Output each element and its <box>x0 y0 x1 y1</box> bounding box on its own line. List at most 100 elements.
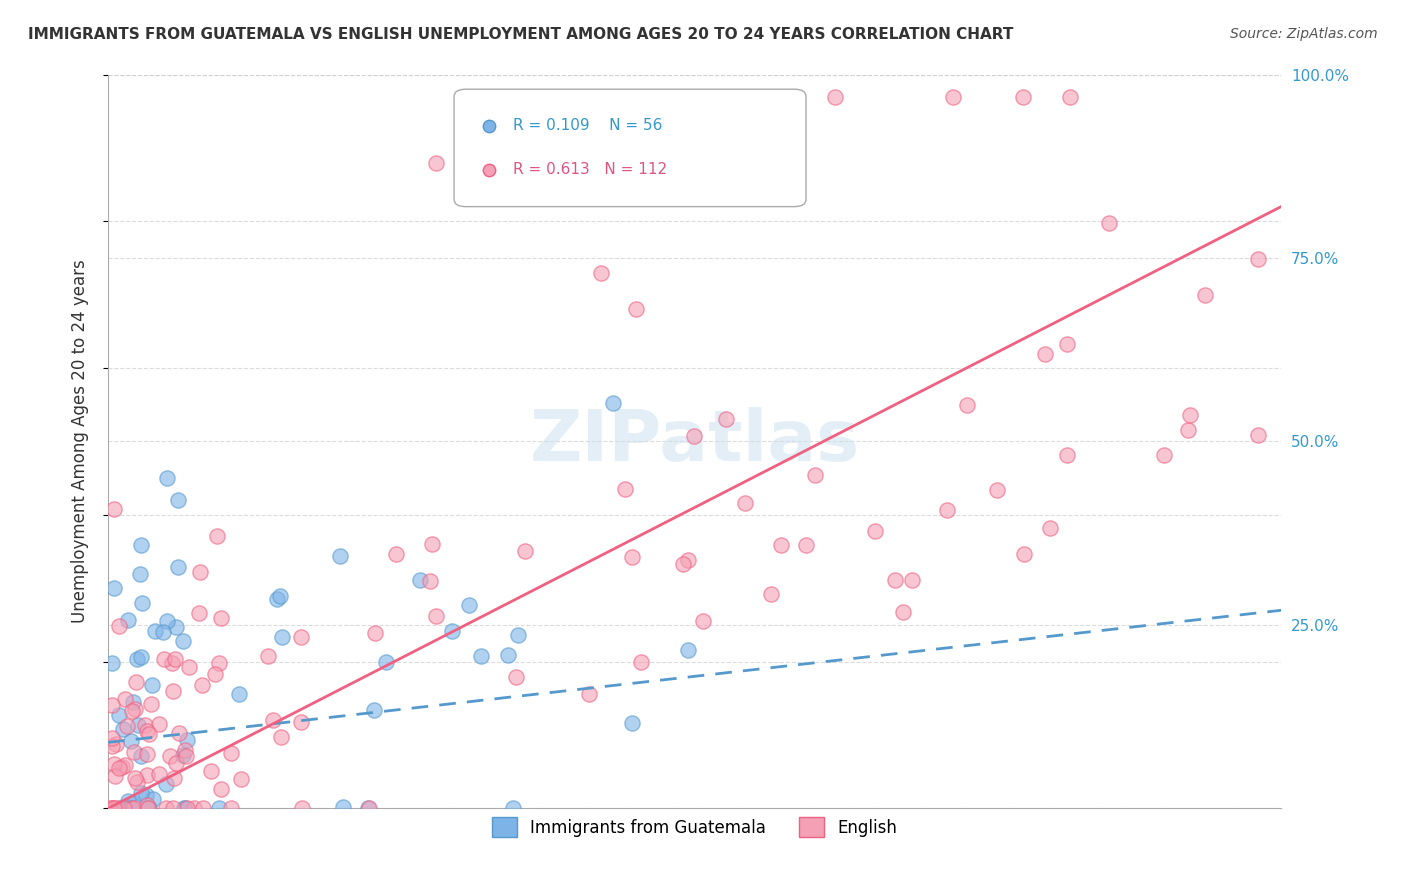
Point <box>167 560 190 574</box>
Point <box>129 786 152 800</box>
Point <box>676 643 699 657</box>
Point <box>676 553 699 567</box>
Point <box>271 630 294 644</box>
Point <box>101 801 124 815</box>
Point <box>620 716 643 731</box>
Point <box>103 801 125 815</box>
Point <box>136 798 159 813</box>
Point <box>160 656 183 670</box>
Point <box>290 714 312 729</box>
Point <box>139 697 162 711</box>
Point <box>385 547 408 561</box>
Point <box>112 801 135 815</box>
Point <box>1059 89 1081 103</box>
Point <box>1039 521 1062 535</box>
Point <box>176 732 198 747</box>
Point <box>614 482 637 496</box>
Point <box>505 670 527 684</box>
Point <box>98 801 121 815</box>
Point <box>1194 288 1216 302</box>
Point <box>117 719 139 733</box>
Point <box>136 768 159 782</box>
Point <box>105 737 128 751</box>
Point <box>131 650 153 665</box>
Point <box>117 613 139 627</box>
Point <box>1012 547 1035 561</box>
FancyBboxPatch shape <box>454 89 806 207</box>
Point <box>470 648 492 663</box>
Point <box>1056 337 1078 351</box>
Point <box>761 587 783 601</box>
Point <box>136 801 159 815</box>
Point <box>506 628 529 642</box>
Point <box>620 549 643 564</box>
Point <box>114 691 136 706</box>
Point <box>172 634 194 648</box>
Point <box>167 493 190 508</box>
Point <box>129 538 152 552</box>
Point <box>121 801 143 815</box>
Point <box>173 801 195 815</box>
Point <box>502 801 524 815</box>
Point <box>153 652 176 666</box>
Point <box>578 687 600 701</box>
Point <box>138 801 160 815</box>
Point <box>375 656 398 670</box>
Point <box>188 606 211 620</box>
Point <box>183 801 205 815</box>
Point <box>419 574 441 588</box>
Point <box>124 797 146 811</box>
Point <box>1246 428 1268 442</box>
Point <box>1153 448 1175 462</box>
Point <box>191 801 214 815</box>
Point <box>589 266 612 280</box>
Point <box>177 660 200 674</box>
Text: ZIPatlas: ZIPatlas <box>530 407 859 476</box>
Point <box>692 614 714 628</box>
Point <box>229 772 252 787</box>
Legend: Immigrants from Guatemala, English: Immigrants from Guatemala, English <box>485 811 904 844</box>
Point <box>104 769 127 783</box>
Point <box>200 764 222 778</box>
Point <box>1246 252 1268 266</box>
Point <box>108 708 131 723</box>
Point <box>219 746 242 760</box>
Point <box>824 89 846 103</box>
Point <box>122 745 145 759</box>
Point <box>176 748 198 763</box>
Point <box>162 684 184 698</box>
Point <box>409 574 432 588</box>
Point <box>103 756 125 771</box>
Point <box>114 758 136 772</box>
Text: R = 0.613   N = 112: R = 0.613 N = 112 <box>513 162 666 178</box>
Point <box>1177 424 1199 438</box>
Point <box>124 772 146 786</box>
Point <box>131 596 153 610</box>
Point <box>117 794 139 808</box>
Point <box>136 724 159 739</box>
Point <box>734 496 756 510</box>
Point <box>163 772 186 786</box>
Point <box>804 468 827 483</box>
Point <box>135 789 157 803</box>
Point <box>103 581 125 595</box>
Y-axis label: Unemployment Among Ages 20 to 24 years: Unemployment Among Ages 20 to 24 years <box>72 260 89 624</box>
Point <box>174 743 197 757</box>
Point <box>121 704 143 718</box>
Point <box>148 716 170 731</box>
Point <box>204 667 226 681</box>
Point <box>209 611 232 625</box>
Point <box>191 677 214 691</box>
Point <box>219 801 242 815</box>
Point <box>107 618 129 632</box>
Point <box>208 801 231 815</box>
Point <box>112 801 135 815</box>
Point <box>513 543 536 558</box>
Point <box>118 801 141 815</box>
Point <box>498 648 520 663</box>
Point <box>794 538 817 552</box>
Point <box>478 119 501 133</box>
Point <box>865 524 887 538</box>
Text: Source: ZipAtlas.com: Source: ZipAtlas.com <box>1230 27 1378 41</box>
Point <box>440 624 463 639</box>
